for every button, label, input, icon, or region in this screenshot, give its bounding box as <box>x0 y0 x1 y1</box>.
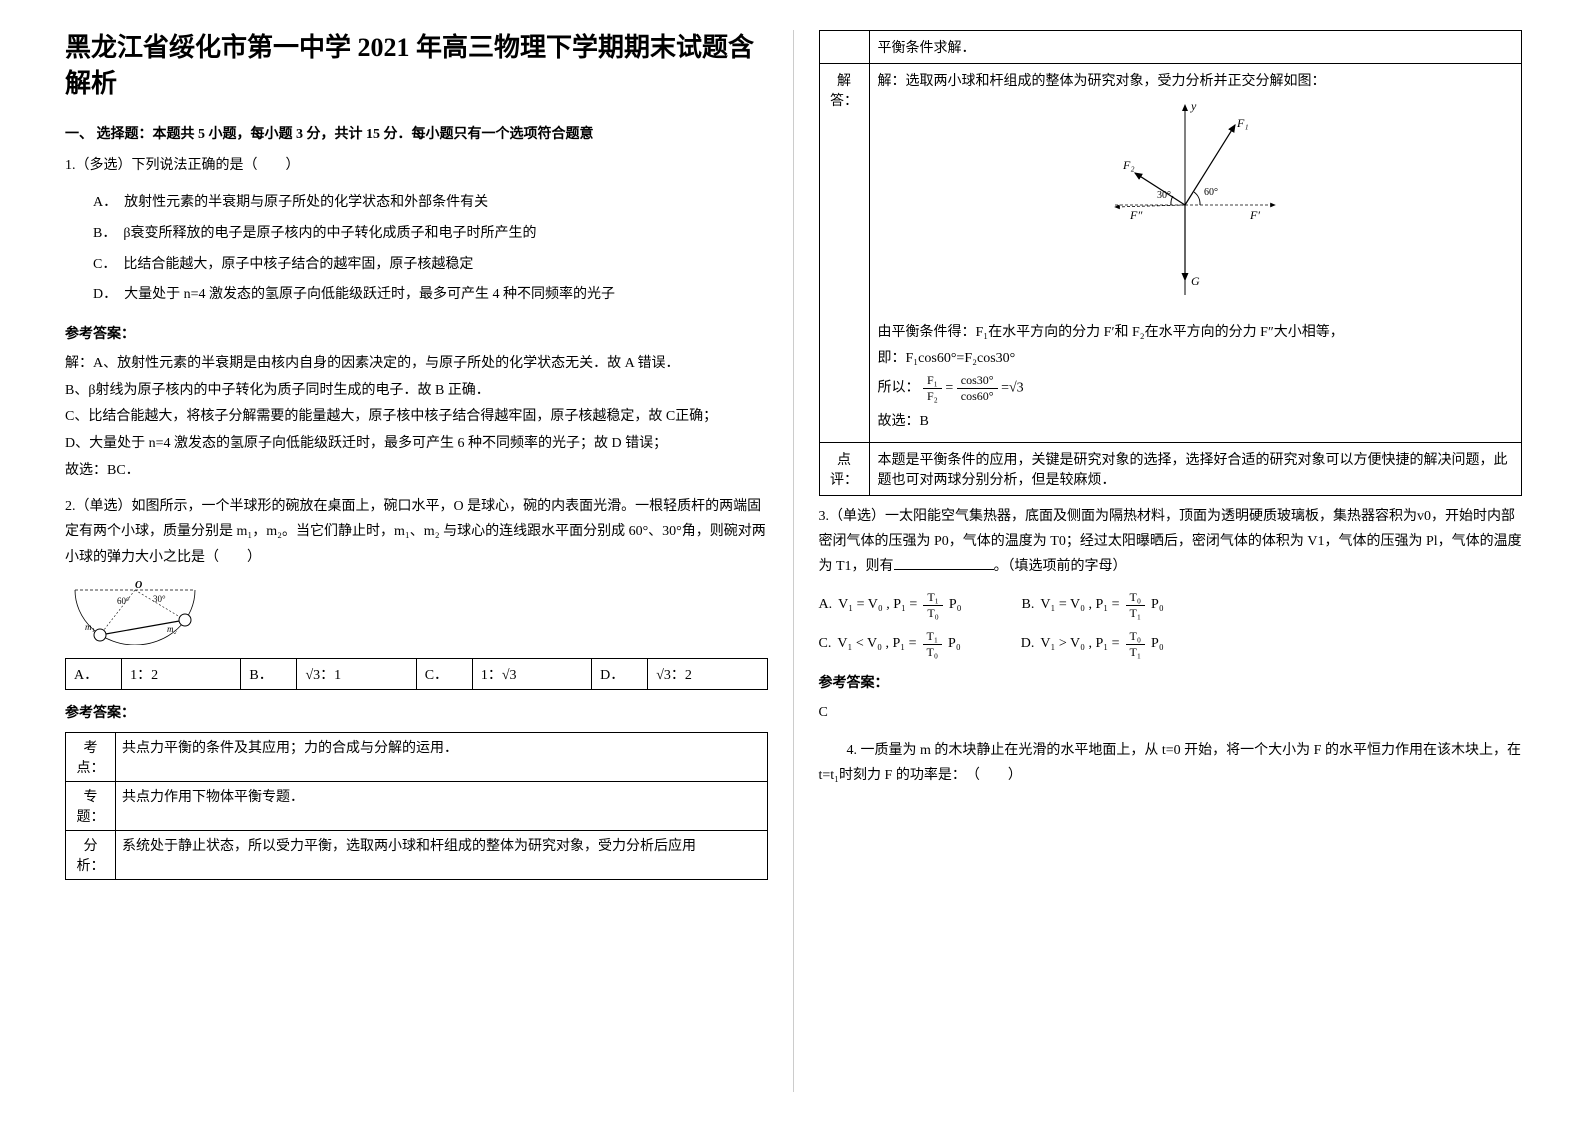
q2-choice-a-val: 1：2 <box>130 668 158 683</box>
svg-text:m₂: m₂ <box>167 624 177 634</box>
jd2: 由平衡条件得：F₁在水平方向的分力 F′和 F₂在水平方向的分力 F″大小相等， <box>878 321 1514 341</box>
q3-d-eq: V₁ > V₀ , P₁ = <box>1040 636 1119 652</box>
dp-h: 点评： <box>819 443 869 496</box>
q2-choice-a-label: A． <box>74 668 98 683</box>
svg-text:m₁: m₁ <box>85 622 95 632</box>
q1-opt-a: A． 放射性元素的半衰期与原子所处的化学状态和外部条件有关 <box>65 188 768 219</box>
force-diagram: y F₁ F₂ G 60° 30° F″ F′ <box>1085 95 1305 315</box>
svg-text:y: y <box>1190 99 1197 113</box>
q1-opt-b: B． β衰变所释放的电子是原子核内的中子转化成质子和电子时所产生的 <box>65 219 768 250</box>
solve-top: 平衡条件求解． <box>869 31 1522 64</box>
q3-opts-row2: C. V₁ < V₀ , P₁ = T₁T₀ P₀ D. V₁ > V₀ , P… <box>819 629 1523 660</box>
q1-exp-3: D、大量处于 n=4 激发态的氢原子向低能级跃迁时，最多可产生 6 种不同频率的… <box>65 431 768 458</box>
section-header: 一、 选择题：本题共 5 小题，每小题 3 分，共计 15 分．每小题只有一个选… <box>65 123 768 143</box>
q2-analysis-table: 考点：共点力平衡的条件及其应用；力的合成与分解的运用． 专题：共点力作用下物体平… <box>65 732 768 880</box>
q3-blank <box>894 569 994 570</box>
q1-exp-2: C、比结合能越大，将核子分解需要的能量越大，原子核中核子结合得越牢固，原子核越稳… <box>65 404 768 431</box>
q3-opts-row1: A. V₁ = V₀ , P₁ = T₁T₀ P₀ B. V₁ = V₀ , P… <box>819 590 1523 621</box>
q2-choice-d-val: √3：2 <box>656 668 692 683</box>
q1-exp-0: 解：A、放射性元素的半衰期是由核内自身的因素决定的，与原子所处的化学状态无关．故… <box>65 351 768 378</box>
q3-ans: C <box>819 700 1523 727</box>
q3-a-eq: V₁ = V₀ , P₁ = <box>838 597 917 613</box>
q2-ref: 参考答案： <box>65 702 768 722</box>
q3-c-pre: C. <box>819 636 832 652</box>
fx-h: 分析： <box>66 830 116 879</box>
q3-d-pre: D. <box>1021 636 1035 652</box>
jd1: 解：选取两小球和杆组成的整体为研究对象，受力分析并正交分解如图： <box>878 70 1514 90</box>
q4-stem: 4. 一质量为 m 的木块静止在光滑的水平地面上，从 t=0 开始，将一个大小为… <box>819 738 1523 788</box>
q2-stem: 2.（单选）如图所示，一个半球形的碗放在桌面上，碗口水平，O 是球心，碗的内表面… <box>65 494 768 570</box>
q1-ref: 参考答案： <box>65 323 768 343</box>
q1-exp-4: 故选：BC． <box>65 458 768 485</box>
dp: 本题是平衡条件的应用，关键是研究对象的选择，选择好合适的研究对象可以方便快捷的解… <box>869 443 1522 496</box>
q1-stem: 1.（多选）下列说法正确的是（ ） <box>65 153 768 178</box>
q2-choice-d-label: D． <box>600 668 624 683</box>
q3-c-eq: V₁ < V₀ , P₁ = <box>837 636 916 652</box>
q3-b-pre: B. <box>1022 597 1035 613</box>
page-title: 黑龙江省绥化市第一中学 2021 年高三物理下学期期末试题含解析 <box>65 30 768 103</box>
right-column: 平衡条件求解． 解答： 解：选取两小球和杆组成的整体为研究对象，受力分析并正交分… <box>794 30 1548 1092</box>
kp-h: 考点： <box>66 732 116 781</box>
svg-text:G: G <box>1191 274 1200 288</box>
svg-text:60°: 60° <box>1204 187 1218 198</box>
zt-h: 专题： <box>66 781 116 830</box>
q2-choice-c-val: 1：√3 <box>481 668 517 683</box>
svg-text:60°: 60° <box>117 596 130 606</box>
svg-text:F₁: F₁ <box>1236 116 1249 130</box>
q3-ref: 参考答案： <box>819 672 1523 692</box>
bowl-diagram: O 60° 30° m₁ m₂ <box>65 580 768 650</box>
jd4: 所以： F₁F₂ = cos30°cos60° =√3 <box>878 373 1514 404</box>
q1-opt-c: C． 比结合能越大，原子中核子结合的越牢固，原子核越稳定 <box>65 250 768 281</box>
jd5: 故选：B <box>878 410 1514 430</box>
q3-b-eq: V₁ = V₀ , P₁ = <box>1040 597 1119 613</box>
svg-text:F″: F″ <box>1129 208 1143 222</box>
svg-text:F′: F′ <box>1249 208 1260 222</box>
svg-text:O: O <box>135 580 142 591</box>
q3-stem: 3.（单选）一太阳能空气集热器，底面及侧面为隔热材料，顶面为透明硬质玻璃板，集热… <box>819 504 1523 580</box>
left-column: 黑龙江省绥化市第一中学 2021 年高三物理下学期期末试题含解析 一、 选择题：… <box>40 30 794 1092</box>
q3-a-pre: A. <box>819 597 833 613</box>
q2-choice-b-label: B． <box>249 668 272 683</box>
q2-choice-c-label: C． <box>425 668 448 683</box>
solve-table: 平衡条件求解． 解答： 解：选取两小球和杆组成的整体为研究对象，受力分析并正交分… <box>819 30 1523 496</box>
svg-text:F₂: F₂ <box>1122 158 1135 172</box>
zt: 共点力作用下物体平衡专题． <box>116 781 768 830</box>
svg-text:30°: 30° <box>153 594 166 604</box>
jd3: 即：F₁cos60°=F₂cos30° <box>878 347 1514 367</box>
q1-opt-d: D． 大量处于 n=4 激发态的氢原子向低能级跃迁时，最多可产生 4 种不同频率… <box>65 280 768 311</box>
kp: 共点力平衡的条件及其应用；力的合成与分解的运用． <box>116 732 768 781</box>
q2-choice-b-val: √3：1 <box>305 668 341 683</box>
svg-text:30°: 30° <box>1157 190 1171 201</box>
jd-h: 解答： <box>819 64 869 443</box>
fx: 系统处于静止状态，所以受力平衡，选取两小球和杆组成的整体为研究对象，受力分析后应… <box>116 830 768 879</box>
q1-exp-1: B、β射线为原子核内的中子转化为质子同时生成的电子．故 B 正确． <box>65 378 768 405</box>
q2-choices: A． 1：2 B． √3：1 C． 1：√3 D． √3：2 <box>65 658 768 690</box>
